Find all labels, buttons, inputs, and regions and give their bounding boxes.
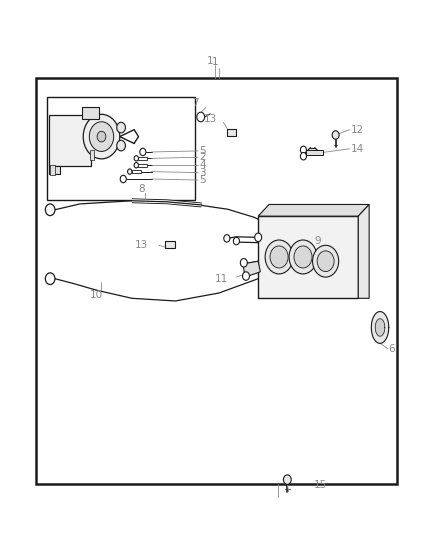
Text: 12: 12 xyxy=(351,125,364,135)
Bar xyxy=(47,97,195,200)
Polygon shape xyxy=(375,319,385,336)
Text: 9: 9 xyxy=(314,236,321,246)
Bar xyxy=(138,164,147,167)
Circle shape xyxy=(224,235,230,242)
Circle shape xyxy=(332,131,339,139)
Circle shape xyxy=(46,273,55,285)
Text: 8: 8 xyxy=(138,184,145,194)
Circle shape xyxy=(127,169,132,174)
Text: 15: 15 xyxy=(314,480,327,490)
Circle shape xyxy=(89,122,114,151)
Circle shape xyxy=(233,237,240,245)
Text: 7: 7 xyxy=(192,98,198,108)
Polygon shape xyxy=(358,205,369,298)
Circle shape xyxy=(289,240,317,274)
Text: 1: 1 xyxy=(212,58,218,67)
Bar xyxy=(306,150,322,155)
Circle shape xyxy=(117,140,125,151)
Circle shape xyxy=(254,233,261,241)
Circle shape xyxy=(265,240,293,274)
Circle shape xyxy=(243,272,250,280)
Circle shape xyxy=(317,251,334,271)
Circle shape xyxy=(46,204,55,216)
Bar xyxy=(227,128,237,136)
Bar xyxy=(50,165,55,175)
Bar xyxy=(90,150,94,160)
Bar xyxy=(138,157,147,160)
Bar xyxy=(82,108,99,119)
Text: 3: 3 xyxy=(199,168,206,177)
Text: 6: 6 xyxy=(389,344,396,354)
Circle shape xyxy=(97,131,106,142)
Polygon shape xyxy=(243,261,260,277)
Circle shape xyxy=(134,163,138,168)
Circle shape xyxy=(313,245,339,277)
Text: 1: 1 xyxy=(207,56,214,66)
Text: 10: 10 xyxy=(90,290,103,300)
Bar xyxy=(258,216,358,298)
Text: 11: 11 xyxy=(215,274,228,284)
Circle shape xyxy=(120,175,126,183)
Circle shape xyxy=(283,475,291,484)
Polygon shape xyxy=(371,312,389,343)
Text: 13: 13 xyxy=(204,114,217,124)
Bar xyxy=(165,241,175,248)
Circle shape xyxy=(300,146,307,154)
Bar xyxy=(49,115,91,166)
Circle shape xyxy=(294,246,312,268)
Circle shape xyxy=(83,114,120,159)
Polygon shape xyxy=(258,205,369,216)
Circle shape xyxy=(134,156,138,161)
Text: 4: 4 xyxy=(199,160,206,170)
Circle shape xyxy=(197,112,205,122)
Circle shape xyxy=(270,246,288,268)
Circle shape xyxy=(240,259,247,267)
Bar xyxy=(36,78,397,484)
Text: 5: 5 xyxy=(199,146,206,156)
Text: 5: 5 xyxy=(199,175,206,185)
Bar xyxy=(132,170,141,173)
Text: 14: 14 xyxy=(351,144,364,154)
Text: 13: 13 xyxy=(135,240,148,251)
Circle shape xyxy=(117,122,125,133)
Text: 2: 2 xyxy=(199,152,206,162)
Circle shape xyxy=(300,152,307,160)
Polygon shape xyxy=(49,166,60,174)
Circle shape xyxy=(140,148,146,156)
